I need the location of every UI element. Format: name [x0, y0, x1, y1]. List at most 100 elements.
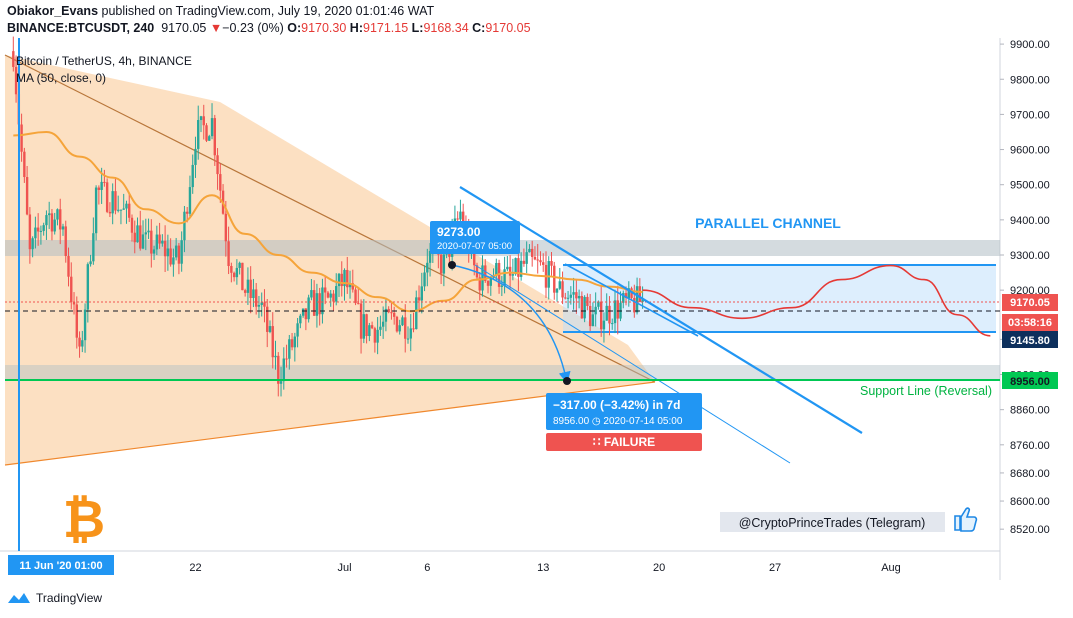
time-tick-label: 13 — [537, 562, 549, 574]
candle-body — [365, 314, 368, 337]
open-value: 9170.30 — [301, 21, 347, 35]
candle-body — [197, 120, 200, 149]
candle-body — [288, 339, 291, 359]
candle-body — [588, 305, 592, 327]
candle-body — [155, 234, 159, 250]
last-price: 9170.05 — [161, 21, 207, 35]
candle-body — [210, 118, 214, 137]
countdown-tag-text: 03:58:16 — [1008, 317, 1052, 329]
candle-body — [384, 308, 388, 322]
candle-body — [318, 293, 321, 315]
price-tick-label: 9900.00 — [1010, 39, 1050, 51]
candle-body — [611, 323, 614, 325]
price-tick-label: 9600.00 — [1010, 145, 1050, 157]
candle-body — [547, 261, 550, 288]
price-axis[interactable]: 8520.008600.008680.008760.008860.008960.… — [1000, 39, 1050, 536]
chart-header: Obiakor_Evans published on TradingView.c… — [7, 3, 531, 37]
candle-body — [141, 234, 145, 249]
descending-line-mid — [564, 263, 699, 337]
time-tick-label: 6 — [424, 562, 430, 574]
candle-body — [566, 297, 570, 299]
candle-body — [20, 124, 23, 152]
candle-body — [635, 286, 639, 313]
candle-body — [500, 285, 504, 287]
candle-body — [56, 209, 59, 220]
candle-body — [25, 177, 29, 215]
low-value: 9168.34 — [423, 21, 469, 35]
candle-body — [34, 227, 37, 239]
candle-body — [50, 213, 54, 232]
failure-text: ∷ FAILURE — [593, 435, 655, 449]
close-value: 9170.05 — [485, 21, 531, 35]
candle-body — [163, 240, 167, 257]
candle-body — [486, 280, 490, 286]
measure-start-point[interactable] — [448, 261, 456, 269]
candle-body — [404, 317, 407, 339]
candle-body — [569, 294, 573, 298]
publisher-name[interactable]: Obiakor_Evans — [7, 4, 99, 18]
candle-body — [426, 262, 429, 273]
ma-price-tag-text: 9145.80 — [1010, 335, 1050, 347]
candle-body — [59, 209, 62, 230]
candle-body — [310, 290, 313, 298]
time-axis[interactable]: 11 Jun '20 01:00 22 Jul 6 13 20 27 Aug — [8, 555, 901, 575]
candle-body — [111, 191, 114, 214]
candle-body — [528, 248, 531, 253]
candle-body — [605, 305, 608, 321]
candle-body — [409, 328, 412, 339]
candle-body — [86, 264, 90, 310]
ma-price-tag — [1002, 331, 1058, 348]
candle-body — [506, 266, 509, 270]
candle-body — [268, 326, 272, 332]
credit-text: @CryptoPrinceTrades (Telegram) — [739, 516, 926, 530]
candle-body — [417, 297, 421, 301]
price-tick-label: 8680.00 — [1010, 468, 1050, 480]
candle-body — [415, 297, 418, 330]
candle-body — [337, 273, 341, 287]
candle-body — [47, 213, 51, 216]
tradingview-brand[interactable]: TradingView — [36, 591, 103, 605]
candle-body — [550, 261, 553, 266]
candle-body — [97, 187, 101, 190]
candle-body — [152, 249, 156, 254]
candle-body — [92, 233, 95, 262]
ma50-line — [13, 130, 643, 313]
candle-body — [257, 304, 261, 307]
candle-body — [249, 279, 252, 299]
candle-body — [522, 260, 526, 264]
candle-body — [577, 295, 581, 299]
published-text: published on TradingView.com, July 19, 2… — [101, 4, 435, 18]
candle-body — [108, 211, 112, 214]
candle-body — [608, 305, 611, 324]
candle-body — [359, 303, 363, 339]
candle-body — [78, 337, 81, 347]
candle-body — [622, 293, 625, 303]
candle-body — [484, 265, 487, 281]
candle-body — [475, 265, 479, 278]
failure-badge — [546, 433, 702, 451]
candle-body — [23, 151, 26, 178]
descending-line-lower — [474, 264, 791, 464]
measure-end-point[interactable] — [563, 377, 571, 385]
candle-body — [39, 230, 43, 232]
price-tick-label: 9700.00 — [1010, 109, 1050, 121]
candle-body — [14, 66, 18, 95]
candle-body — [254, 289, 258, 307]
candle-body — [185, 211, 189, 214]
price-tick-label: 8860.00 — [1010, 405, 1050, 417]
candle-body — [564, 297, 567, 299]
candle-body — [279, 381, 283, 384]
candle-body — [357, 303, 360, 305]
candle-body — [260, 302, 263, 305]
time-tick-label: Jul — [337, 562, 351, 574]
time-tick-label: 22 — [189, 562, 201, 574]
support-zone — [5, 365, 1000, 381]
candle-body — [346, 269, 349, 288]
candle-body — [36, 227, 40, 232]
candle-body — [169, 248, 172, 265]
candle-body — [489, 277, 492, 286]
measure-sub-text: 8956.00 ◷ 2020-07-14 05:00 — [553, 416, 683, 427]
candle-body — [53, 219, 56, 232]
candle-body — [312, 290, 316, 316]
